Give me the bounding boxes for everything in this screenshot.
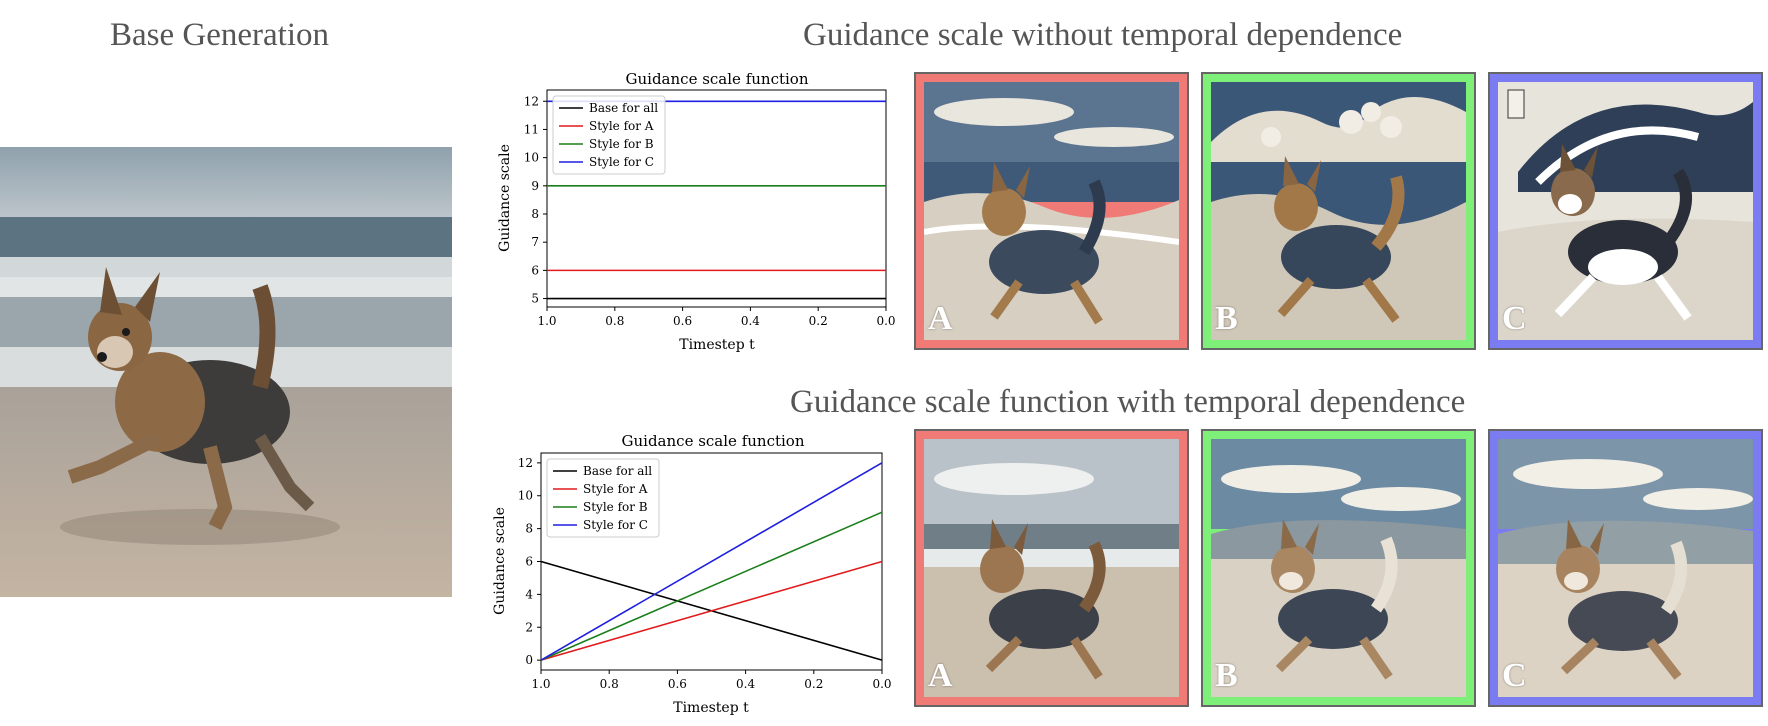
temporal-guidance-chart: Guidance scale function 1.0 0.8 0.6 0.4 0.2 0… (491, 424, 896, 726)
legend-label: Base for all (589, 101, 658, 115)
style-label: C (1502, 657, 1527, 694)
y-tick-label: 4 (525, 587, 533, 601)
x-tick-label: 0.6 (673, 314, 692, 328)
legend-label: Base for all (583, 464, 652, 478)
x-tick-label: 0.4 (741, 314, 760, 328)
legend-label: Style for C (589, 155, 654, 169)
x-tick-label: 1.0 (531, 677, 550, 691)
legend-label: Style for B (589, 137, 654, 151)
series-line-3 (540, 511, 883, 661)
legend-label: Style for A (583, 482, 648, 496)
x-tick-label: 0.0 (876, 314, 895, 328)
legend-label: Style for B (583, 500, 648, 514)
y-tick-label: 5 (531, 292, 539, 306)
style-label: C (1502, 300, 1527, 337)
y-tick-label: 6 (531, 263, 539, 277)
chart-legend: Base for all Style for A Style for B Style … (552, 95, 666, 175)
style-label: B (1215, 300, 1238, 337)
style-label: A (928, 657, 953, 694)
x-axis-label: Timestep t (679, 337, 755, 353)
legend-label: Style for A (589, 119, 654, 133)
y-tick-label: 12 (524, 94, 539, 108)
style-b-temporal-image: B (1201, 429, 1476, 707)
legend-box (546, 458, 660, 538)
y-tick-label: 0 (525, 653, 533, 667)
x-tick-label: 0.2 (809, 314, 828, 328)
x-tick-label: 0.8 (600, 677, 619, 691)
y-axis-label: Guidance scale (497, 144, 513, 252)
style-b-static-image: B (1201, 72, 1476, 350)
style-c-static-image: C (1488, 72, 1763, 350)
y-tick-label: 8 (531, 207, 539, 221)
x-axis-label: Timestep t (673, 700, 749, 716)
chart-legend: Base for all Style for A Style for B Style … (546, 458, 660, 538)
x-tick-label: 0.4 (736, 677, 755, 691)
legend-box (552, 95, 666, 175)
series-line-4 (540, 462, 883, 661)
y-tick-label: 10 (518, 489, 533, 503)
y-tick-label: 9 (531, 179, 539, 193)
y-tick-label: 11 (524, 122, 539, 136)
base-generation-image (0, 147, 452, 597)
series-line-2 (540, 560, 883, 661)
static-guidance-chart: Guidance scale function 1.0 0.8 0.6 0.4 0.2 0… (495, 62, 900, 366)
temporal-guidance-heading: Guidance scale function with temporal de… (790, 384, 1466, 420)
style-a-static-image: A (914, 72, 1189, 350)
chart-title: Guidance scale function (626, 70, 809, 88)
x-tick-label: 1.0 (537, 314, 556, 328)
plot-area (546, 89, 887, 308)
style-label: A (928, 300, 953, 337)
base-generation-heading: Base Generation (110, 17, 329, 53)
style-a-temporal-image: A (914, 429, 1189, 707)
x-tick-label: 0.8 (605, 314, 624, 328)
chart-title: Guidance scale function (622, 432, 805, 450)
y-tick-label: 8 (525, 522, 533, 536)
x-tick-label: 0.0 (872, 677, 891, 691)
style-c-temporal-image: C (1488, 429, 1763, 707)
legend-label: Style for C (583, 518, 648, 532)
y-tick-label: 7 (531, 235, 539, 249)
x-tick-label: 0.2 (804, 677, 823, 691)
y-tick-label: 2 (525, 620, 533, 634)
style-label: B (1215, 657, 1238, 694)
static-guidance-heading: Guidance scale without temporal dependen… (803, 17, 1403, 53)
y-tick-label: 6 (525, 555, 533, 569)
y-axis-label: Guidance scale (492, 507, 508, 615)
y-tick-label: 12 (518, 456, 533, 470)
x-tick-label: 0.6 (668, 677, 687, 691)
y-tick-label: 10 (524, 151, 539, 165)
